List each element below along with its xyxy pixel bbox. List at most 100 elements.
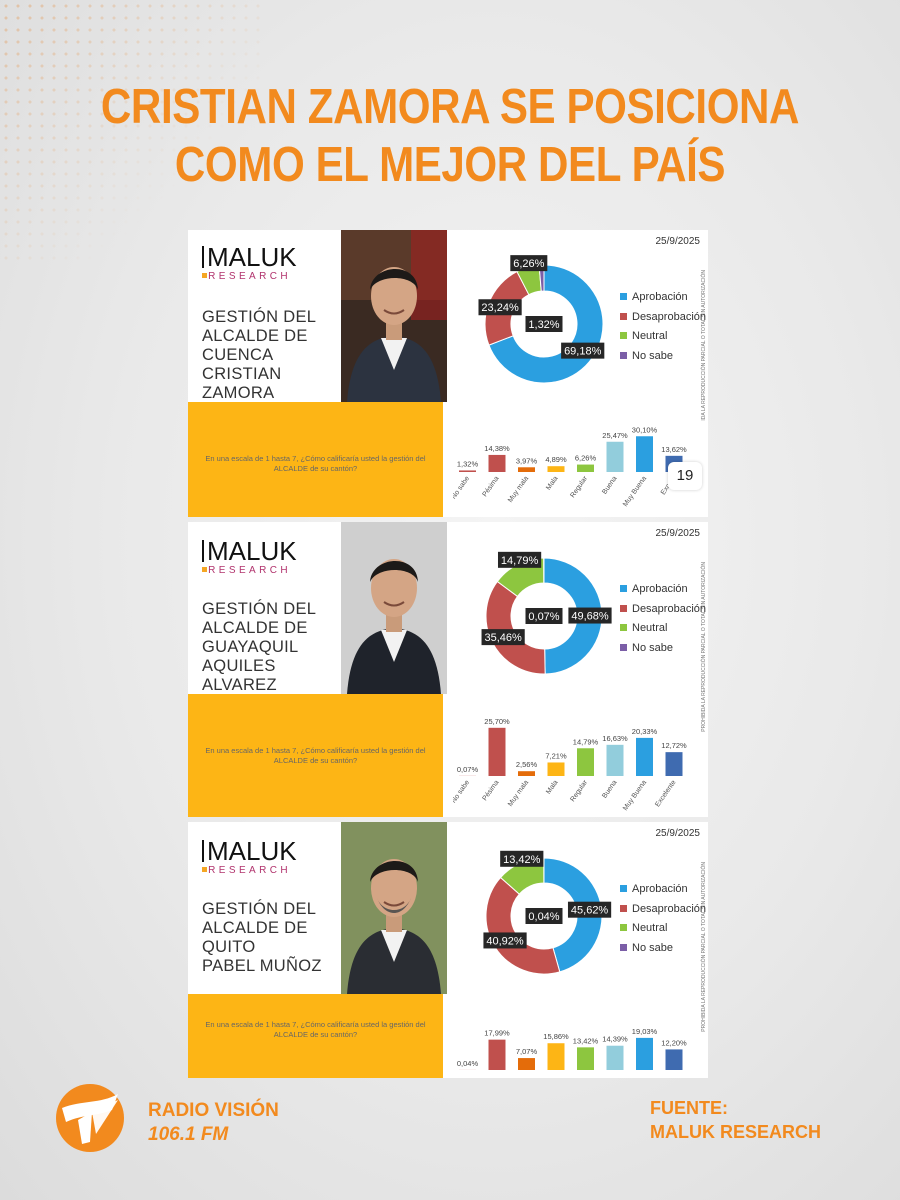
donut-slice [543,557,603,675]
panel-heading-line: GESTIÓN DEL [202,308,317,326]
donut-label-bg [478,299,522,316]
bar-category-label: Regular [569,779,589,804]
donut-label-bg [525,316,563,332]
panel-heading-line: CRISTIAN [202,365,282,383]
legend-label: Neutral [632,922,668,934]
bar-value-label: 13,42% [573,1036,599,1045]
panel-heading-line: GESTIÓN DEL [202,600,317,618]
legend-label: Aprobación [632,583,688,595]
bar-value-label: 0,04% [457,1059,479,1068]
donut-value-label: 45,62% [571,905,609,917]
bar-category-label: Pésima [482,779,501,802]
bar-category-label: Buena [601,779,618,800]
legend-swatch [620,624,627,631]
donut-slice [485,876,561,975]
bar [518,467,535,472]
bar-category-label: Regular [569,475,589,500]
bar-value-label: 2,56% [516,760,538,769]
legend-label: Neutral [632,622,668,634]
bar-value-label: 3,97% [516,456,538,465]
donut-chart: 49,68% 35,46% 14,79% 0,07% [481,551,612,675]
legend-swatch [620,643,627,651]
bar [518,771,535,776]
bar [665,752,683,776]
legend-item: No sabe [620,350,673,362]
bar-value-label: 14,79% [573,737,599,746]
bar-value-label: 30,10% [632,425,658,434]
bar-value-label: 20,33% [632,727,658,736]
legend-label: Desaprobación [632,902,706,915]
legend-item: Aprobación [620,291,688,303]
bar-category-label: Muy Buena [622,475,648,508]
brand-frequency: 106.1 FM [148,1124,229,1145]
bar-chart: 0,04% 17,99% 7,07% 15,86% 13,42% 14,39% 19,03%… [457,1027,687,1070]
logo-dot [202,567,207,572]
bar-value-label: 14,39% [602,1035,628,1044]
donut-value-label: 40,92% [486,935,524,947]
bar-value-label: 7,21% [545,751,567,760]
bar-value-label: 1,32% [457,459,479,468]
donut-chart: 45,62% 40,92% 13,42% 0,04% [483,850,612,975]
bar-value-label: 19,03% [632,1027,658,1036]
bar-value-label: 7,07% [516,1047,538,1056]
bar [547,762,565,776]
bar [606,1045,624,1070]
panel-heading: GESTIÓN DEL ALCALDE DE GUAYAQUIL AQUILES ALV… [202,600,316,695]
donut-value-label: 0,04% [528,911,559,923]
survey-question: En una escala de 1 hasta 7, ¿Cómo califi… [205,746,426,765]
question-box: En una escala de 1 hasta 7, ¿Cómo califi… [188,402,443,517]
bar-chart: 0,07% No sabe 25,70% Pésima 2,56% Muy mala 7,2… [453,717,687,812]
donut-value-label: 1,32% [528,319,559,331]
bar-category-label: Muy mala [507,475,530,504]
bar-category-label: Pésima [482,475,501,498]
legend-swatch [620,904,627,912]
donut-label-bg [481,629,525,646]
bar [665,1049,683,1070]
legend-swatch [620,351,627,359]
panel-heading: GESTIÓN DEL ALCALDE DE QUITO PABEL MUÑOZ [202,900,322,976]
legend-swatch [620,604,627,612]
brand-name: RADIO VISIÓN [148,1100,279,1121]
donut-label-bg [567,901,612,918]
bar-value-label: 0,07% [457,765,479,774]
radio-vision-logo [52,1082,132,1158]
legend-label: Desaprobación [632,602,706,615]
mayor-photo [341,230,447,402]
source-name: MALUK RESEARCH [650,1122,821,1142]
legend-swatch [620,943,627,951]
poll-panel-guayaquil: MALUK RESEARCH GESTIÓN DEL ALCALDE DE GUAYA… [188,522,708,817]
donut-label-bg [497,551,542,568]
panel-heading-line: ALCALDE DE [202,619,308,637]
bar [547,1043,565,1070]
legend-swatch [620,585,627,592]
bar-chart: 1,32% No sabe 14,38% Pésima 3,97% Muy mala 4,8… [453,425,687,508]
donut-label-bg [525,608,563,624]
donut-value-label: 23,24% [481,302,519,314]
legend-item: No sabe [620,942,673,954]
bar-category-label: Excelente [654,779,677,808]
panel-heading: GESTIÓN DEL ALCALDE DE CUENCA CRISTIAN ZAMOR… [202,308,316,403]
panel-heading-line: AQUILES [202,657,276,675]
legend-label: Aprobación [632,291,688,303]
donut-label-bg [525,908,563,924]
legend-label: Aprobación [632,883,688,895]
legend-item: Aprobación [620,883,688,895]
donut-label-bg [561,342,605,359]
legend-label: No sabe [632,941,673,954]
bar-value-label: 15,86% [543,1032,569,1041]
bar [518,1058,535,1070]
panel-heading-line: ALCALDE DE [202,919,308,937]
logo-sub-text: RESEARCH [202,271,291,282]
legend-item: Neutral [620,330,667,342]
bar [636,737,653,776]
bar-category-label: No sabe [453,475,471,500]
donut-value-label: 49,68% [571,611,609,623]
bar-value-label: 12,72% [661,741,687,750]
headline-line-2: COMO EL MEJOR DEL PAÍS [174,138,726,192]
panel-heading-line: ZAMORA [202,384,275,402]
poll-panel-quito: MALUK RESEARCH GESTIÓN DEL ALCALDE DE QUITO… [188,822,708,1078]
bar [488,1039,506,1070]
legend-swatch [620,332,627,339]
bar-value-label: 25,47% [602,431,628,440]
bar-value-label: 25,70% [484,717,510,726]
